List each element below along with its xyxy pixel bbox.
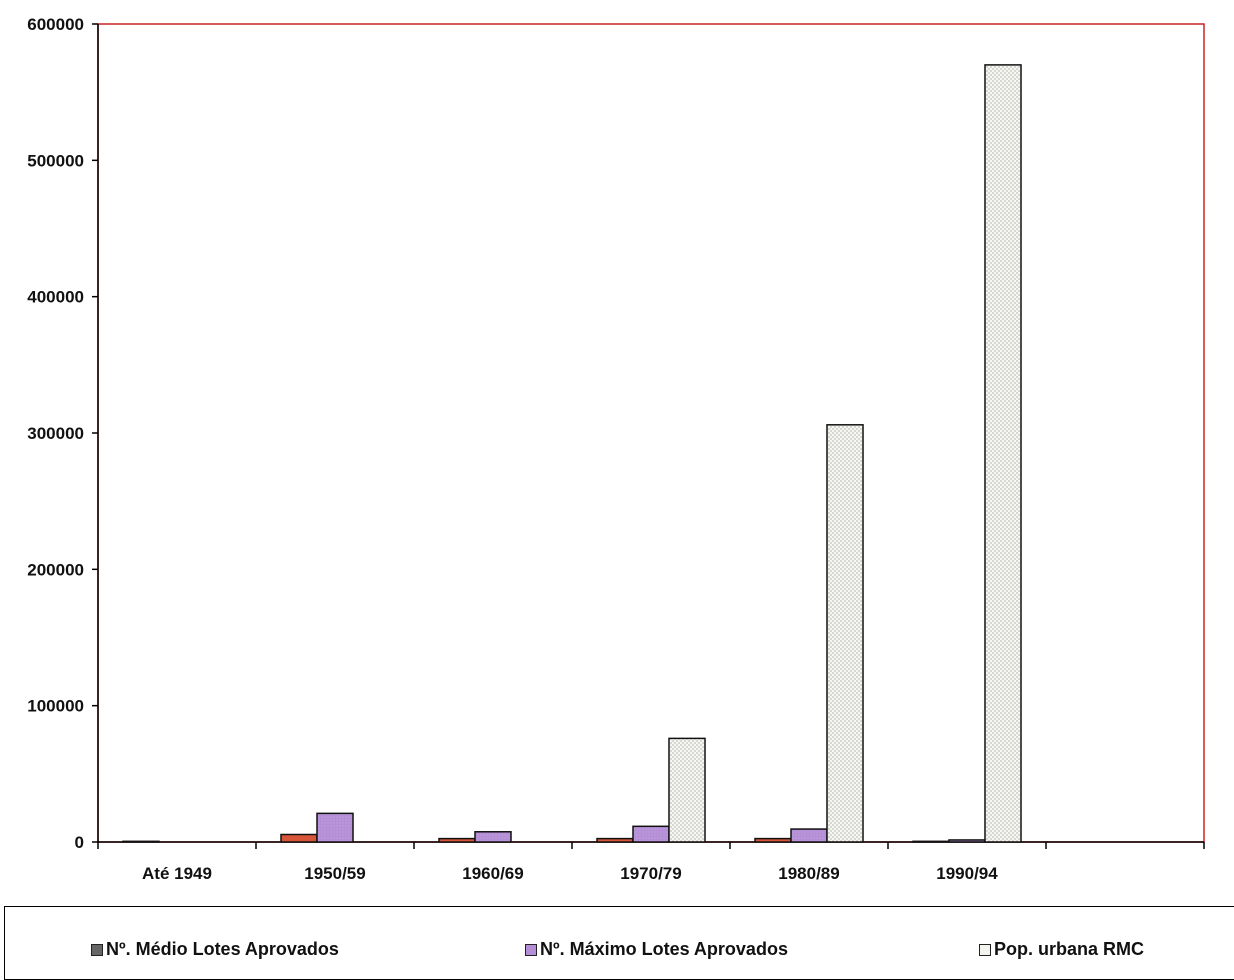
legend-label-medio: Nº. Médio Lotes Aprovados — [106, 939, 339, 959]
y-tick-label: 500000 — [27, 151, 84, 170]
x-axis: Até 1949 1950/59 1960/69 1970/79 1980/89 1990… — [97, 841, 1205, 883]
bar-pop — [668, 737, 706, 843]
x-tick-label: 1950/59 — [304, 864, 365, 883]
bar-chart: 0 100000 200000 300000 400000 500000 600000 At… — [27, 15, 1205, 883]
bar-medio — [912, 840, 950, 843]
x-tick-label: 1990/94 — [936, 864, 998, 883]
legend-label-maximo: Nº. Máximo Lotes Aprovados — [540, 939, 788, 959]
y-tick-label: 300000 — [27, 424, 84, 443]
plot-area — [97, 23, 1205, 843]
bar-pop — [826, 424, 864, 843]
x-tick-label: 1970/79 — [620, 864, 681, 883]
y-tick-label: 400000 — [27, 288, 84, 307]
x-tick-label: 1980/89 — [778, 864, 839, 883]
bar-medio — [122, 840, 160, 843]
bar-medio — [754, 837, 792, 843]
legend-item-pop: Pop. urbana RMC — [979, 939, 1144, 960]
bar-pop — [984, 64, 1022, 843]
legend-swatch-pop — [979, 944, 991, 956]
x-tick-label: Até 1949 — [142, 864, 212, 883]
y-axis: 0 100000 200000 300000 400000 500000 600000 — [27, 15, 99, 852]
bar-medio — [596, 837, 634, 843]
x-tick-label: 1960/69 — [462, 864, 523, 883]
legend-label-pop: Pop. urbana RMC — [994, 939, 1145, 959]
legend-swatch-maximo — [525, 944, 537, 956]
bars — [122, 64, 1022, 843]
bar-medio — [280, 833, 318, 843]
bar-maximo — [316, 812, 354, 843]
y-tick-label: 600000 — [27, 15, 84, 34]
bar-maximo — [790, 828, 828, 843]
bar-medio — [438, 837, 476, 843]
bar-maximo — [474, 831, 512, 843]
legend-item-medio: Nº. Médio Lotes Aprovados — [91, 939, 339, 960]
y-tick-label: 100000 — [27, 697, 84, 716]
bar-maximo — [948, 839, 986, 843]
y-tick-label: 200000 — [27, 560, 84, 579]
y-tick-label: 0 — [75, 833, 84, 852]
legend: Nº. Médio Lotes Aprovados Nº. Máximo Lot… — [4, 906, 1234, 980]
bar-maximo — [632, 825, 670, 843]
legend-swatch-medio — [91, 944, 103, 956]
legend-item-maximo: Nº. Máximo Lotes Aprovados — [525, 939, 788, 960]
